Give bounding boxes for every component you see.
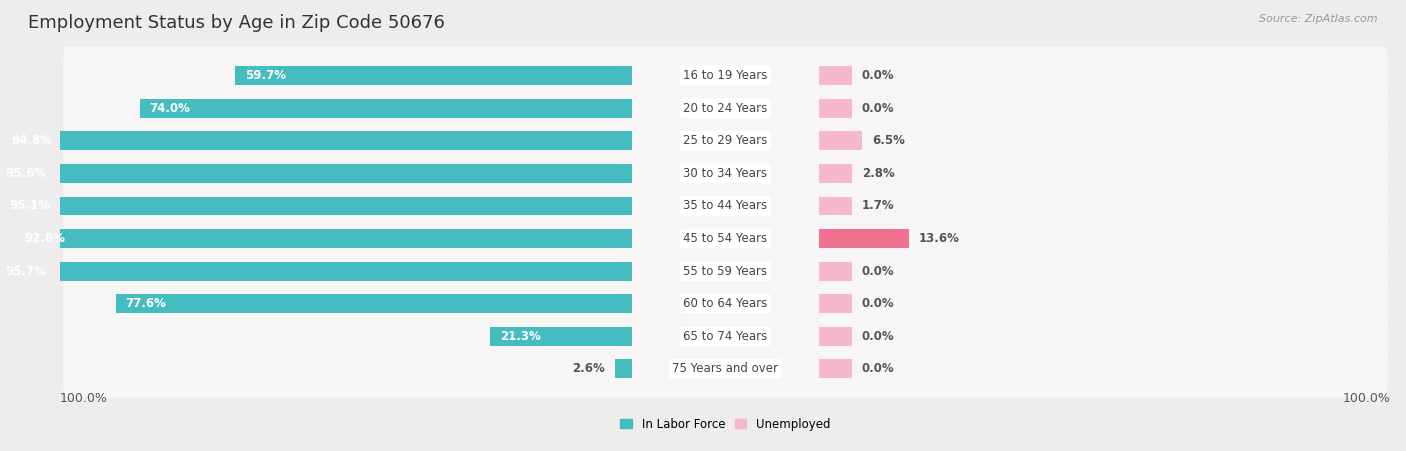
Bar (818, 66, 852, 85)
Text: 65 to 74 Years: 65 to 74 Years (683, 330, 768, 343)
Text: 75 Years and over: 75 Years and over (672, 362, 779, 375)
Bar (14, 229, 633, 248)
Text: 45 to 54 Years: 45 to 54 Years (683, 232, 768, 245)
Text: 16 to 19 Years: 16 to 19 Years (683, 69, 768, 82)
Text: 74.0%: 74.0% (149, 102, 190, 115)
Text: 13.6%: 13.6% (920, 232, 960, 245)
Text: 0.0%: 0.0% (862, 69, 894, 82)
Bar (818, 359, 852, 378)
FancyBboxPatch shape (63, 210, 1388, 267)
Bar (818, 164, 852, 183)
Text: 6.5%: 6.5% (872, 134, 904, 147)
Text: 25 to 29 Years: 25 to 29 Years (683, 134, 768, 147)
Bar (818, 197, 852, 216)
FancyBboxPatch shape (63, 242, 1388, 300)
Text: 2.6%: 2.6% (572, 362, 605, 375)
Text: 92.8%: 92.8% (24, 232, 66, 245)
Text: 0.0%: 0.0% (862, 297, 894, 310)
Text: 0.0%: 0.0% (862, 102, 894, 115)
FancyBboxPatch shape (63, 177, 1388, 235)
Bar (818, 327, 852, 346)
Text: 95.6%: 95.6% (6, 167, 46, 180)
Bar (614, 359, 633, 378)
Bar (235, 66, 633, 85)
Text: 0.0%: 0.0% (862, 265, 894, 278)
Text: Employment Status by Age in Zip Code 50676: Employment Status by Age in Zip Code 506… (28, 14, 444, 32)
Text: Source: ZipAtlas.com: Source: ZipAtlas.com (1260, 14, 1378, 23)
Text: 2.8%: 2.8% (862, 167, 894, 180)
FancyBboxPatch shape (63, 307, 1388, 365)
FancyBboxPatch shape (63, 275, 1388, 333)
Bar (818, 294, 852, 313)
Bar (1, 131, 633, 150)
Text: 100.0%: 100.0% (59, 392, 107, 405)
Text: 21.3%: 21.3% (501, 330, 541, 343)
Text: 20 to 24 Years: 20 to 24 Years (683, 102, 768, 115)
Text: 55 to 59 Years: 55 to 59 Years (683, 265, 768, 278)
Text: 94.8%: 94.8% (11, 134, 52, 147)
FancyBboxPatch shape (63, 79, 1388, 137)
FancyBboxPatch shape (63, 46, 1388, 105)
Bar (0, 164, 633, 183)
Bar (139, 99, 633, 118)
Text: 100.0%: 100.0% (1343, 392, 1391, 405)
FancyBboxPatch shape (63, 340, 1388, 398)
Bar (818, 131, 862, 150)
Text: 95.1%: 95.1% (8, 199, 51, 212)
Text: 0.0%: 0.0% (862, 330, 894, 343)
Bar (818, 229, 910, 248)
FancyBboxPatch shape (63, 144, 1388, 202)
Text: 95.7%: 95.7% (6, 265, 46, 278)
Bar (818, 99, 852, 118)
Bar (115, 294, 633, 313)
Text: 30 to 34 Years: 30 to 34 Years (683, 167, 768, 180)
Text: 77.6%: 77.6% (125, 297, 166, 310)
Text: 60 to 64 Years: 60 to 64 Years (683, 297, 768, 310)
Bar (491, 327, 633, 346)
Text: 35 to 44 Years: 35 to 44 Years (683, 199, 768, 212)
Text: 59.7%: 59.7% (245, 69, 285, 82)
Text: 1.7%: 1.7% (862, 199, 894, 212)
Text: 0.0%: 0.0% (862, 362, 894, 375)
Legend: In Labor Force, Unemployed: In Labor Force, Unemployed (616, 413, 835, 435)
FancyBboxPatch shape (63, 112, 1388, 170)
Bar (818, 262, 852, 281)
Bar (0, 262, 633, 281)
Bar (0, 197, 633, 216)
